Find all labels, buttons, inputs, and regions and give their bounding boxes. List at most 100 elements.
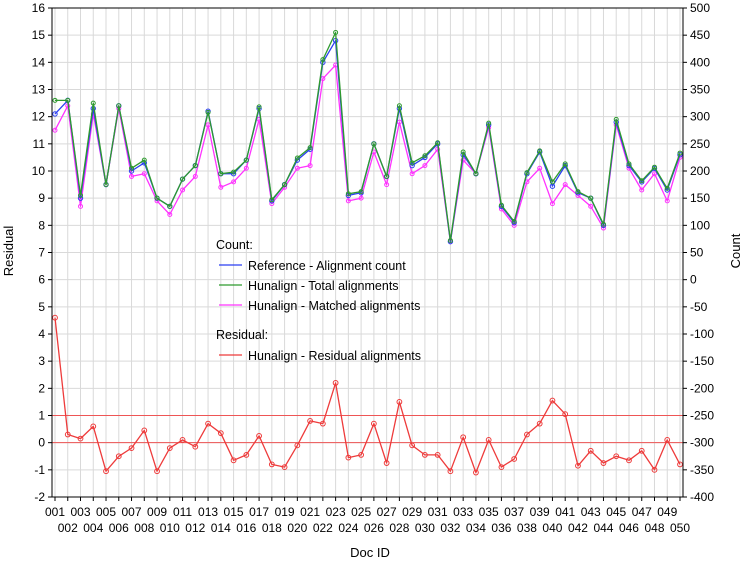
data-point-residual [549,397,556,404]
data-point-total [103,182,109,188]
right-tick-label: -250 [690,409,714,423]
data-point-residual [613,453,620,460]
legend-count-title: Count: [216,238,253,252]
left-tick-label: 0 [38,436,45,450]
data-point-matched [141,171,147,177]
x-tick-label: 035 [479,505,499,519]
data-point-total [180,176,186,182]
x-tick-label: 046 [619,521,639,535]
right-tick-label: 400 [690,55,710,69]
data-point-residual [638,447,645,454]
right-tick-label: 100 [690,218,710,232]
data-point-residual [536,420,543,427]
x-tick-label: 011 [173,505,192,519]
x-tick-label: 034 [466,521,486,535]
x-tick-label: 041 [555,505,575,519]
x-tick-label: 049 [657,505,677,519]
data-point-total [639,178,645,184]
data-point-residual [52,314,58,321]
data-point-matched [243,165,249,171]
data-point-residual [115,453,122,460]
data-point-total [243,157,249,163]
data-point-total [333,29,339,35]
data-point-residual [166,445,173,452]
data-point-matched [78,203,84,209]
legend-label-reference: Reference - Alignment count [248,259,406,273]
data-point-total [141,157,147,163]
data-point-reference [52,111,58,117]
data-point-total [205,109,211,115]
x-tick-label: 038 [517,521,537,535]
data-point-total [511,219,517,225]
x-tick-label: 002 [58,521,78,535]
right-tick-label: -300 [690,436,714,450]
data-point-matched [537,165,543,171]
x-tick-label: 006 [109,521,129,535]
data-point-residual [396,399,403,405]
data-point-residual [319,420,326,427]
data-point-residual [243,451,250,458]
right-tick-label: 250 [690,137,710,151]
x-tick-label: 001 [45,505,65,519]
data-point-total [90,100,96,106]
right-axis-ticks: -400 -350 -300 -250 -200 -150 -100 -50 0 50 100 150… [683,1,714,504]
data-point-residual [332,380,339,386]
series-matched [52,62,683,245]
data-point-residual [345,454,352,461]
data-point-residual [626,457,632,464]
data-point-total [613,116,619,122]
x-axis-ticks: 001 002 003 004 005 006 007 008 009 010 011 012 013 0… [45,497,690,535]
data-point-total [52,97,58,103]
data-point-total [588,195,594,201]
data-point-residual [256,432,262,439]
data-point-matched [180,187,186,193]
legend-residual-title: Residual: [216,328,268,342]
data-point-total [447,238,453,244]
data-point-total [384,173,390,179]
right-tick-label: 350 [690,83,710,97]
left-tick-label: 10 [32,164,46,178]
data-point-total [486,120,492,126]
data-point-residual [205,420,211,427]
left-tick-label: 16 [32,1,46,15]
left-axis-title: Residual [1,226,16,277]
legend-label-residual: Hunalign - Residual alignments [248,349,421,363]
data-point-total [282,182,288,188]
left-tick-label: 11 [33,137,46,151]
left-tick-label: 1 [38,409,45,423]
series-line-total [55,31,681,242]
left-tick-label: 8 [38,218,45,232]
data-point-residual [358,451,365,458]
data-point-matched [562,182,568,188]
data-point-total [320,57,326,63]
x-tick-label: 005 [96,505,116,519]
data-point-residual [562,411,569,418]
data-point-residual [268,461,275,468]
data-point-matched [345,198,351,204]
left-tick-label: -2 [34,490,45,504]
x-tick-label: 037 [504,505,524,519]
data-point-total [167,203,173,209]
data-point-total [664,185,670,191]
data-point-residual [677,461,683,468]
data-point-residual [421,451,428,458]
data-point-residual [217,430,224,437]
data-point-residual [64,431,71,438]
x-tick-label: 036 [491,521,511,535]
data-point-total [294,155,300,161]
x-tick-label: 024 [338,521,358,535]
x-tick-label: 018 [262,521,282,535]
data-point-residual [90,423,97,430]
data-point-matched [664,198,670,204]
data-point-total [562,161,568,167]
x-tick-label: 004 [83,521,103,535]
data-point-matched [358,195,364,201]
data-point-matched [192,173,198,179]
x-tick-label: 043 [581,505,601,519]
data-point-matched [409,171,415,177]
data-point-total [154,195,160,201]
data-point-matched [231,179,237,185]
right-tick-label: -150 [690,354,714,368]
series-residual [52,314,683,476]
x-tick-label: 013 [198,505,218,519]
